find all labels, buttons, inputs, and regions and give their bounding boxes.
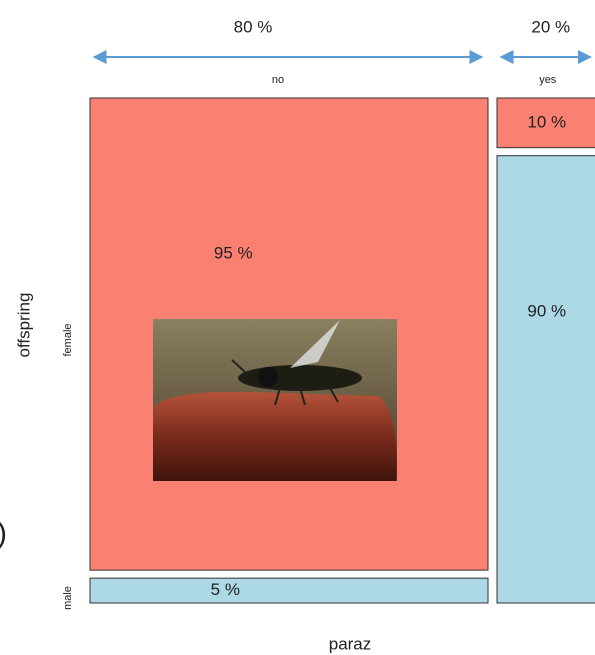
cell-value-label: 95 % <box>214 243 253 262</box>
wasp-photo <box>153 319 397 481</box>
mosaic-cell <box>497 156 595 603</box>
column-share-label: 80 % <box>234 17 273 36</box>
chart: offspring paraz female male ) 80 % no 20 %… <box>0 0 595 655</box>
cell-value-label: 5 % <box>211 580 240 599</box>
row-label: male <box>62 586 74 610</box>
text-fragment: ) <box>0 517 7 550</box>
x-axis-label: paraz <box>329 634 372 653</box>
cell-value-label: 90 % <box>527 302 566 321</box>
column-share-label: 20 % <box>531 17 570 36</box>
y-axis-label: offspring <box>14 293 33 358</box>
column-label: no <box>272 74 284 86</box>
page: offspring paraz female male ) 80 % no 20 %… <box>0 0 595 655</box>
mosaic-cell <box>90 578 488 603</box>
row-label: female <box>62 323 74 356</box>
column-label: yes <box>539 74 557 86</box>
cell-value-label: 10 % <box>527 112 566 131</box>
